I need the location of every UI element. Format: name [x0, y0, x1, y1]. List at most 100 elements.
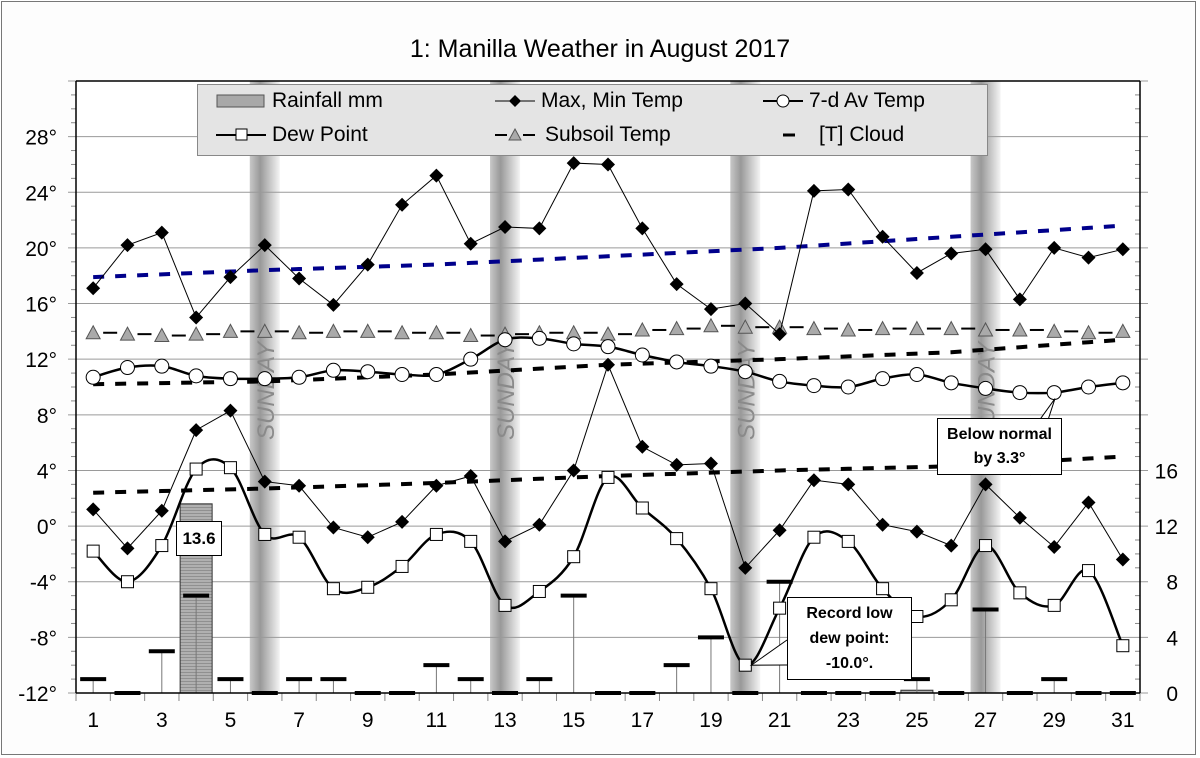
y-tick-label: 16°	[25, 294, 57, 317]
avg-temp-point	[909, 366, 925, 382]
dew-point-point	[292, 530, 306, 544]
avg-temp-point	[566, 336, 582, 352]
max-temp-point	[189, 310, 204, 325]
min-temp-point	[703, 456, 718, 471]
avg-temp-point	[463, 351, 479, 367]
avg-temp-point	[772, 373, 788, 389]
dew-point-point	[1082, 564, 1096, 578]
subsoil-point	[359, 323, 376, 338]
min-temp-point	[429, 478, 444, 493]
max-temp-point	[292, 271, 307, 286]
subsoil-point	[737, 319, 754, 334]
subsoil-point	[256, 323, 273, 338]
below-normal-annotation: Below normal by 3.3°	[937, 418, 1062, 475]
subsoil-point	[119, 326, 136, 341]
max-temp-point	[909, 265, 924, 280]
dew-point-point	[361, 580, 375, 594]
min-temp-point	[978, 477, 993, 492]
y2-tick-label: 16	[1155, 460, 1178, 483]
legend-label-avg: 7-d Av Temp	[809, 89, 925, 112]
min-temp-point	[86, 502, 101, 517]
avg-temp-point	[806, 378, 822, 394]
avg-temp-point	[634, 347, 650, 363]
subsoil-point	[668, 320, 685, 336]
max-temp-point	[875, 229, 890, 244]
subsoil-point	[188, 326, 204, 341]
max-temp-point	[1012, 292, 1027, 307]
annotation-line: Record low	[806, 605, 893, 622]
legend-item-avg: 7-d Av Temp	[763, 89, 925, 113]
min-temp-point	[1115, 552, 1130, 567]
x-tick-label: 13	[493, 709, 516, 732]
max-temp-point	[944, 246, 959, 261]
min-temp-point	[1081, 495, 1096, 510]
y2-tick-label: 8	[1166, 572, 1178, 595]
x-tick-label: 23	[837, 709, 860, 732]
rainfall-swatch-icon	[216, 94, 265, 108]
avg-temp-point	[154, 358, 170, 374]
dew-point-point	[1047, 598, 1061, 612]
max-temp-point	[703, 302, 718, 317]
max-temp-point	[86, 281, 101, 296]
annotation-line: -10.0°.	[825, 655, 874, 672]
max-temp-point	[463, 236, 478, 251]
max-temp-point	[806, 183, 821, 198]
y2-tick-label: 0	[1166, 683, 1178, 706]
min-temp-point	[738, 560, 753, 575]
y-tick-label: 24°	[25, 182, 57, 205]
y2-tick-label: 4	[1166, 627, 1178, 650]
legend: Rainfall mm Max, Min Temp 7-d Av Temp De…	[197, 84, 988, 156]
dew-point-point	[86, 544, 100, 558]
subsoil-point	[874, 320, 891, 336]
avg-temp-point	[1115, 375, 1131, 391]
cloud-dash-icon	[783, 133, 795, 137]
x-tick-label: 3	[156, 709, 168, 732]
legend-label-maxmin: Max, Min Temp	[541, 89, 683, 112]
dew-point-point	[910, 610, 924, 623]
record-low-pointer	[749, 639, 788, 666]
dew-point-point	[704, 582, 718, 596]
avg-temp-point	[703, 358, 719, 374]
subsoil-point	[325, 323, 342, 338]
x-tick-label: 9	[362, 709, 374, 732]
subsoil-point	[1046, 323, 1063, 338]
max-temp-point	[841, 182, 856, 197]
chart-title: 1: Manilla Weather in August 2017	[410, 35, 790, 63]
max-temp-point	[498, 220, 513, 235]
y-tick-label: -12°	[18, 683, 57, 706]
subsoil-point	[222, 323, 239, 338]
avg-temp-point	[325, 362, 341, 378]
min-temp-point	[189, 423, 204, 438]
avg-temp-point	[875, 371, 891, 387]
avg-temp-point	[222, 371, 238, 387]
y2-tick-label: 12	[1155, 516, 1178, 539]
dew-point-point	[1116, 639, 1130, 653]
max-temp-point	[532, 221, 547, 236]
subsoil-point	[634, 321, 651, 337]
legend-item-cloud: [T] Cloud	[763, 123, 904, 147]
x-tick-label: 1	[87, 709, 99, 732]
min-temp-point	[257, 474, 272, 489]
subsoil-point	[428, 324, 445, 340]
max-temp-point	[669, 277, 684, 292]
x-tick-label: 31	[1111, 709, 1134, 732]
min-temp-point	[772, 523, 787, 538]
avg-temp-point	[291, 369, 307, 385]
normal-max-line	[93, 223, 1123, 280]
subsoil-point	[1115, 323, 1131, 338]
y-tick-label: -4°	[30, 572, 57, 595]
x-tick-label: 5	[225, 709, 237, 732]
min-temp-point	[120, 541, 135, 556]
record-low-annotation: Record low dew point: -10.0°.	[787, 597, 912, 680]
min-temp-point	[944, 538, 959, 553]
dew-point-point	[395, 559, 409, 573]
diamond-marker-icon	[495, 95, 535, 107]
max-temp-point	[395, 197, 410, 212]
dew-point-point	[429, 527, 443, 541]
max-temp-point	[360, 257, 375, 272]
legend-item-rainfall: Rainfall mm	[216, 89, 383, 113]
avg-temp-point	[119, 360, 135, 376]
y-tick-label: 12°	[25, 349, 57, 372]
dew-point-point	[258, 527, 272, 541]
